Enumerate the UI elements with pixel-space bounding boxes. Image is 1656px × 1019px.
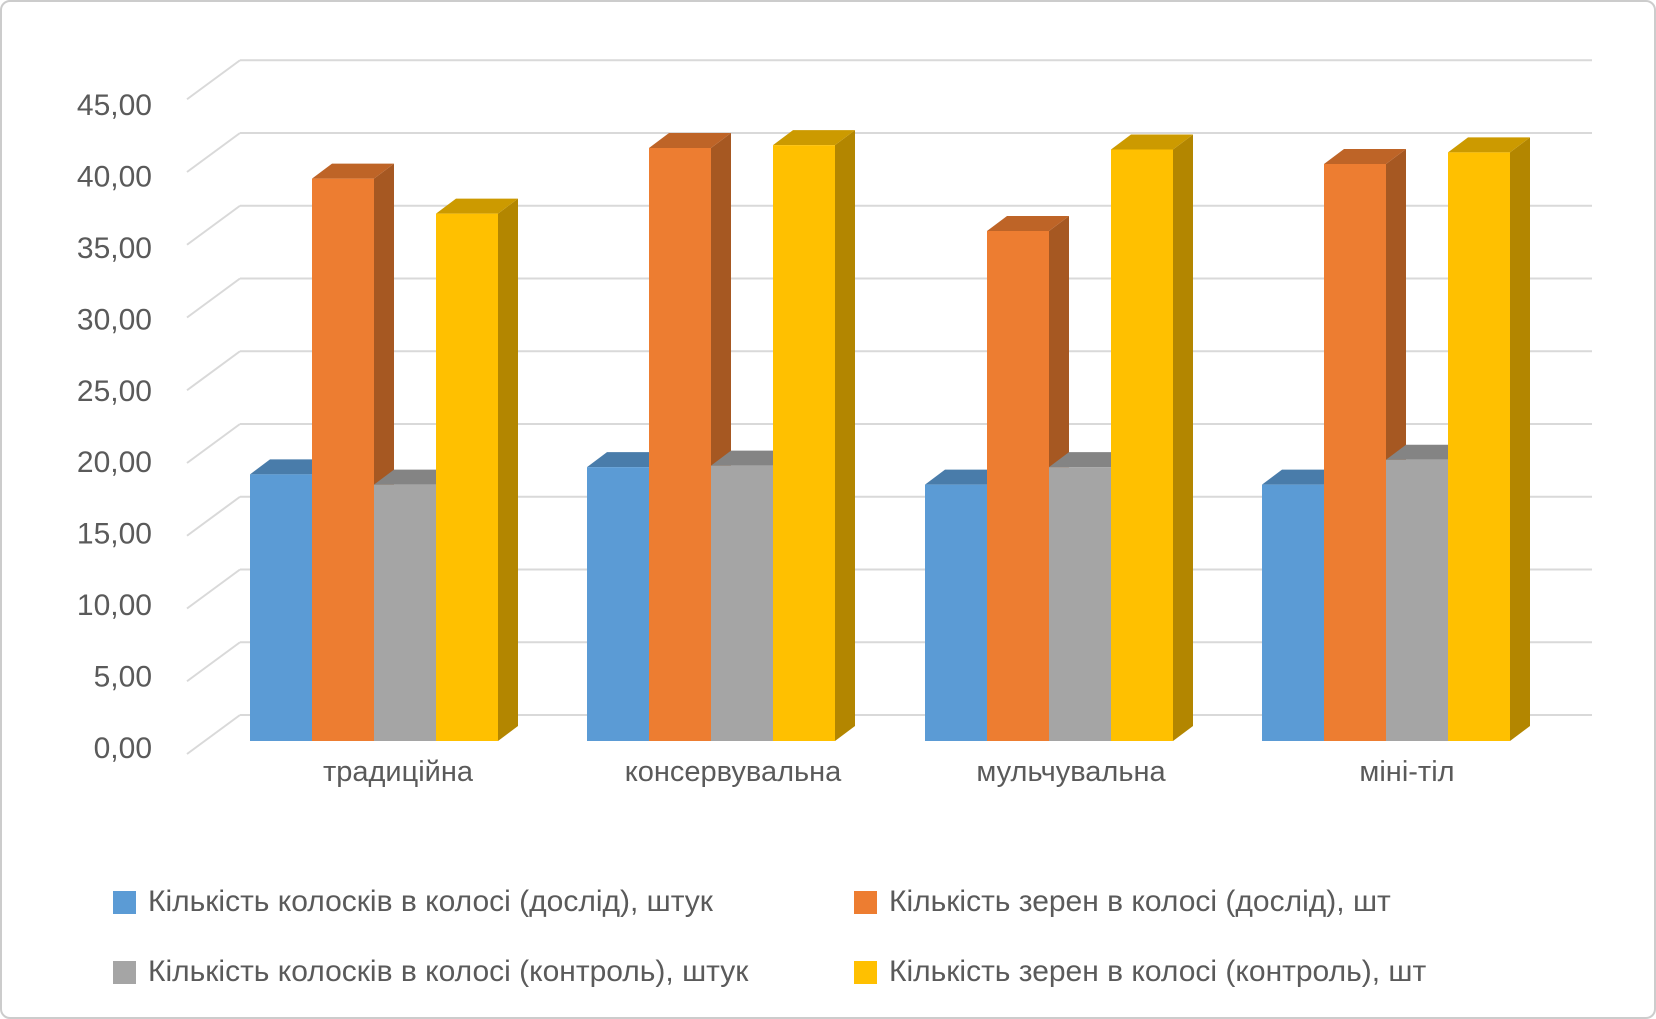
bar-s2-g1-top	[312, 163, 394, 179]
x-axis-category-label: міні-тіл	[1359, 756, 1454, 788]
bar-s4-g3-side	[1173, 134, 1193, 741]
gridline	[186, 277, 241, 319]
bar-s4-g1	[436, 213, 498, 742]
y-axis-tick-label: 20,00	[77, 446, 152, 479]
bar-s3-g4-top	[1386, 444, 1468, 460]
bar-s2-g4-top	[1324, 149, 1406, 165]
bar-series-group	[250, 130, 1530, 742]
bar-s2-g4	[1324, 164, 1386, 741]
y-axis-tick-label: 45,00	[77, 89, 152, 122]
gridline	[186, 59, 241, 101]
y-axis-tick-label: 40,00	[77, 160, 152, 193]
y-axis-tick-label: 10,00	[77, 589, 152, 622]
legend-label: Кількість зерен в колосі (дослід), шт	[889, 885, 1391, 918]
legend-swatch-yellow	[854, 960, 877, 984]
y-axis: 0,00 5,00 10,00 15,00 20,00 25,00 30,00 …	[77, 89, 152, 765]
bar-s3-g2-top	[711, 450, 793, 466]
legend-swatch-gray	[113, 960, 136, 984]
y-axis-tick-label: 0,00	[94, 732, 152, 765]
legend-label: Кількість колосків в колосі (контроль), …	[148, 955, 749, 988]
bar-s4-g3-top	[1111, 134, 1193, 150]
legend-item-series-1: Кількість колосків в колосі (дослід), шт…	[113, 885, 713, 919]
x-axis: традиційна консервувальна мульчувальна м…	[323, 756, 1455, 788]
y-axis-tick-label: 15,00	[77, 518, 152, 551]
gridline	[186, 132, 241, 173]
bar-s4-g2	[773, 145, 835, 741]
bar-s2-g2	[649, 148, 711, 742]
bar-s1-g2-top	[587, 452, 669, 468]
bar-s4-g4	[1448, 152, 1510, 741]
bar-s1-g1	[250, 474, 312, 741]
legend-label: Кількість зерен в колосі (контроль), шт	[889, 955, 1427, 988]
bar-s1-g4-top	[1262, 469, 1344, 485]
legend-swatch-orange	[854, 890, 877, 914]
bar-s1-g1-top	[250, 459, 332, 475]
bar-s4-g1-side	[498, 198, 518, 742]
legend-swatch-blue	[113, 890, 136, 914]
gridline	[186, 495, 241, 537]
bar-s3-g1-top	[374, 469, 456, 485]
bar-s1-g3	[925, 484, 987, 741]
bar-s4-g3	[1111, 149, 1173, 741]
bar-s4-g2-side	[835, 130, 855, 741]
bar-s4-g1-top	[436, 198, 518, 214]
gridline	[186, 714, 241, 755]
gridline	[186, 568, 241, 610]
bar-s2-g3	[987, 231, 1049, 742]
bar-s2-g1	[312, 178, 374, 741]
y-axis-tick-label: 35,00	[77, 232, 152, 265]
legend-item-series-4: Кількість зерен в колосі (контроль), шт	[854, 955, 1426, 989]
x-axis-category-label: мульчувальна	[976, 756, 1166, 788]
bar-s3-g2	[711, 465, 773, 741]
x-axis-category-label: консервувальна	[625, 756, 842, 788]
gridline	[186, 423, 241, 464]
bar-s2-g2-top	[649, 133, 731, 149]
gridline	[186, 350, 241, 392]
bar-s4-g2-top	[773, 130, 855, 146]
bar-s1-g4	[1262, 484, 1324, 741]
bar-s1-g3-top	[925, 469, 1007, 485]
bar-s3-g1	[374, 484, 436, 741]
bar-s4-g4-top	[1448, 137, 1530, 153]
legend-item-series-3: Кількість колосків в колосі (контроль), …	[113, 955, 748, 989]
y-axis-tick-label: 25,00	[77, 375, 152, 408]
bar-s3-g3-top	[1049, 452, 1131, 468]
bar-s1-g2	[587, 467, 649, 741]
legend-label: Кількість колосків в колосі (дослід), шт…	[148, 885, 713, 918]
bar-s4-g4-side	[1510, 137, 1530, 741]
gridline	[186, 641, 241, 683]
gridline	[186, 204, 241, 246]
x-axis-category-label: традиційна	[323, 756, 474, 788]
bar-s2-g3-top	[987, 216, 1069, 232]
bar-s3-g4	[1386, 459, 1448, 741]
legend-item-series-2: Кількість зерен в колосі (дослід), шт	[854, 885, 1391, 919]
bar-s3-g3	[1049, 467, 1111, 741]
y-axis-tick-label: 5,00	[94, 661, 152, 694]
y-axis-tick-label: 30,00	[77, 303, 152, 336]
